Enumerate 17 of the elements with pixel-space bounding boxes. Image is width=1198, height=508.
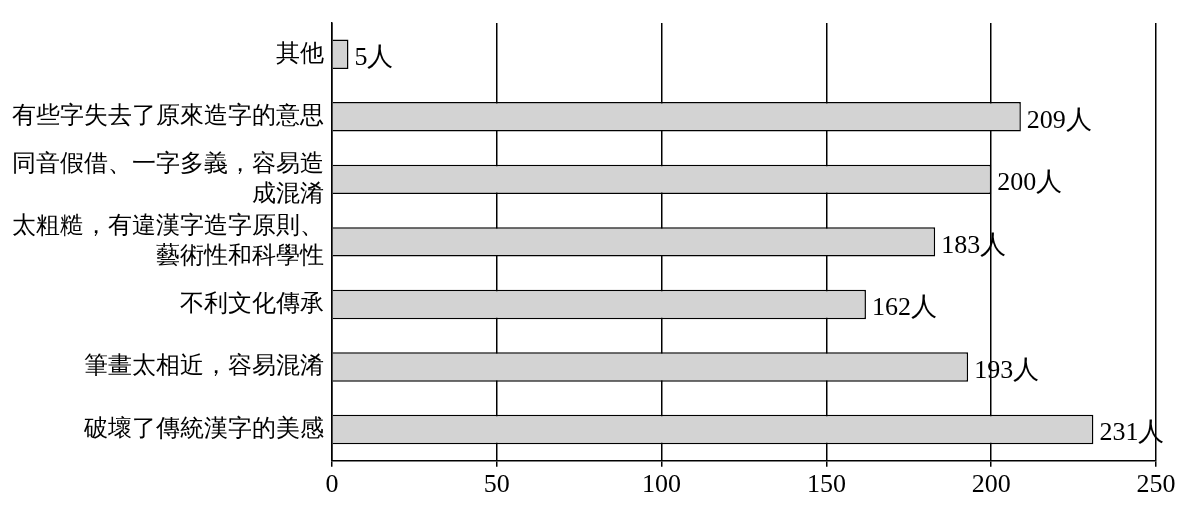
y-tick-label: 不利文化傳承 xyxy=(180,289,324,316)
y-tick-label: 太粗糙，有違漢字造字原則、藝術性和科學性 xyxy=(12,212,324,269)
x-tick-label: 100 xyxy=(642,469,682,499)
y-tick-label: 有些字失去了原來造字的意思 xyxy=(12,102,324,129)
x-tick-label: 0 xyxy=(325,469,339,499)
y-tick-label: 破壞了傳統漢字的美感 xyxy=(83,414,324,441)
x-tick-label: 150 xyxy=(806,469,846,499)
data-label: 209人 xyxy=(1026,104,1092,134)
y-tick-label: 同音假借、一字多義，容易造成混淆 xyxy=(12,149,324,206)
data-label: 200人 xyxy=(997,167,1063,197)
x-tick-label: 200 xyxy=(971,469,1011,499)
y-tick-label: 其他 xyxy=(276,39,324,66)
x-tick-label: 250 xyxy=(1136,469,1176,499)
x-tick-label: 50 xyxy=(483,469,510,499)
data-label: 5人 xyxy=(354,42,394,72)
y-tick-label: 筆畫太相近，容易混淆 xyxy=(84,352,324,379)
data-label: 162人 xyxy=(871,292,937,322)
